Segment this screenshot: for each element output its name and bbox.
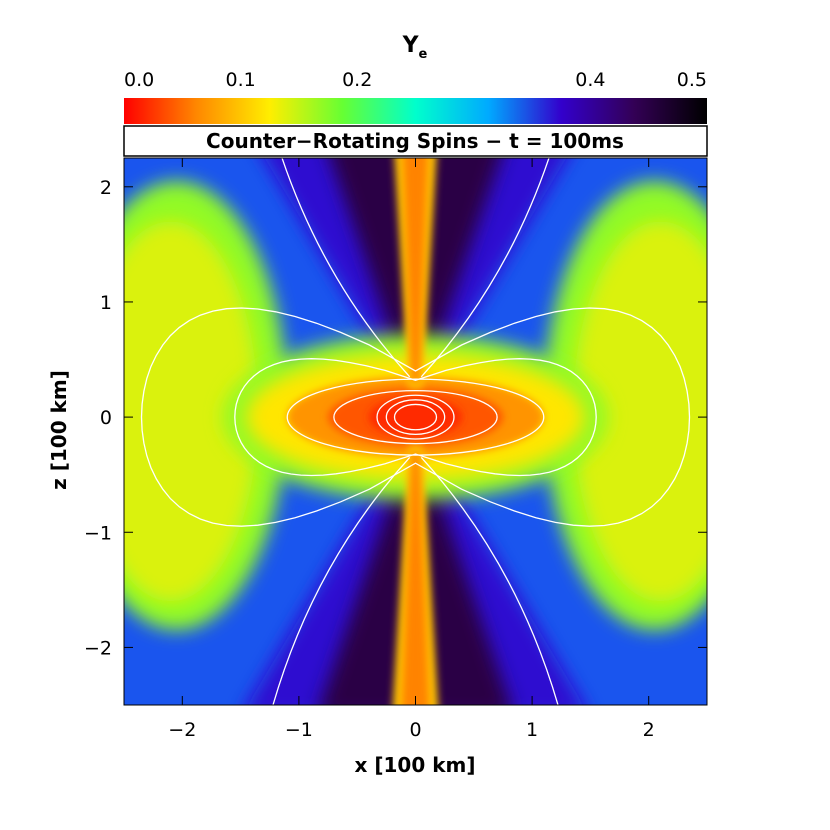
contour-core-2	[376, 394, 455, 440]
contour-cone-left-upper	[281, 158, 411, 378]
y-axis: −2 −1 0 1 2	[84, 177, 707, 659]
side-lobe-right	[572, 221, 707, 602]
x-tick-label: 2	[643, 719, 655, 741]
colorbar-tick-label: 0.4	[575, 69, 605, 91]
polar-jet-lower	[401, 451, 430, 705]
x-tick-label: 1	[526, 719, 538, 741]
contour-cone-right-upper	[420, 158, 550, 378]
plot-area	[124, 158, 707, 705]
y-tick-label: 0	[100, 407, 112, 429]
chart-title: Counter−Rotating Spins − t = 100ms	[206, 129, 624, 153]
x-tick-label: −1	[285, 719, 313, 741]
contour-peanut-inner	[234, 358, 597, 477]
contour-lines	[140, 158, 691, 705]
y-tick-label: −1	[84, 522, 112, 544]
side-lobe-left	[124, 221, 259, 602]
y-tick-label: −2	[84, 637, 112, 659]
contour-core-0	[393, 403, 438, 431]
colorbar-tick-labels: 0.0 0.1 0.2 0.4 0.5	[124, 69, 707, 91]
colorbar-tick-label: 0.1	[225, 69, 255, 91]
x-tick-label: 0	[409, 719, 421, 741]
colorbar-tick-label: 0.5	[677, 69, 707, 91]
title-box: Counter−Rotating Spins − t = 100ms	[123, 125, 708, 157]
contour-torus	[286, 378, 545, 456]
core	[368, 397, 463, 437]
colorbar-tick-label: 0.2	[342, 69, 372, 91]
x-tick-label: −2	[168, 719, 196, 741]
contour-cone-right-lower	[420, 456, 559, 705]
y-tick-label: 2	[100, 177, 112, 199]
y-tick-label: 1	[100, 292, 112, 314]
colorbar-tick-label: 0.0	[124, 69, 154, 91]
field-layers	[124, 158, 707, 705]
contour-core-1	[385, 399, 446, 436]
colorbar-gradient	[124, 98, 707, 124]
x-axis: −2 −1 0 1 2	[168, 158, 655, 741]
x-axis-label: x [100 km]	[355, 753, 476, 777]
contour-peanut-outer	[140, 307, 691, 527]
contour-cone-left-lower	[272, 456, 411, 705]
y-axis-label: z [100 km]	[47, 370, 71, 490]
colorbar: Ye 0.0 0.1 0.2 0.4 0.5	[124, 33, 707, 124]
contour-inner-torus	[333, 389, 498, 445]
polar-jet-upper	[403, 158, 428, 383]
colorbar-label: Ye	[402, 33, 428, 62]
